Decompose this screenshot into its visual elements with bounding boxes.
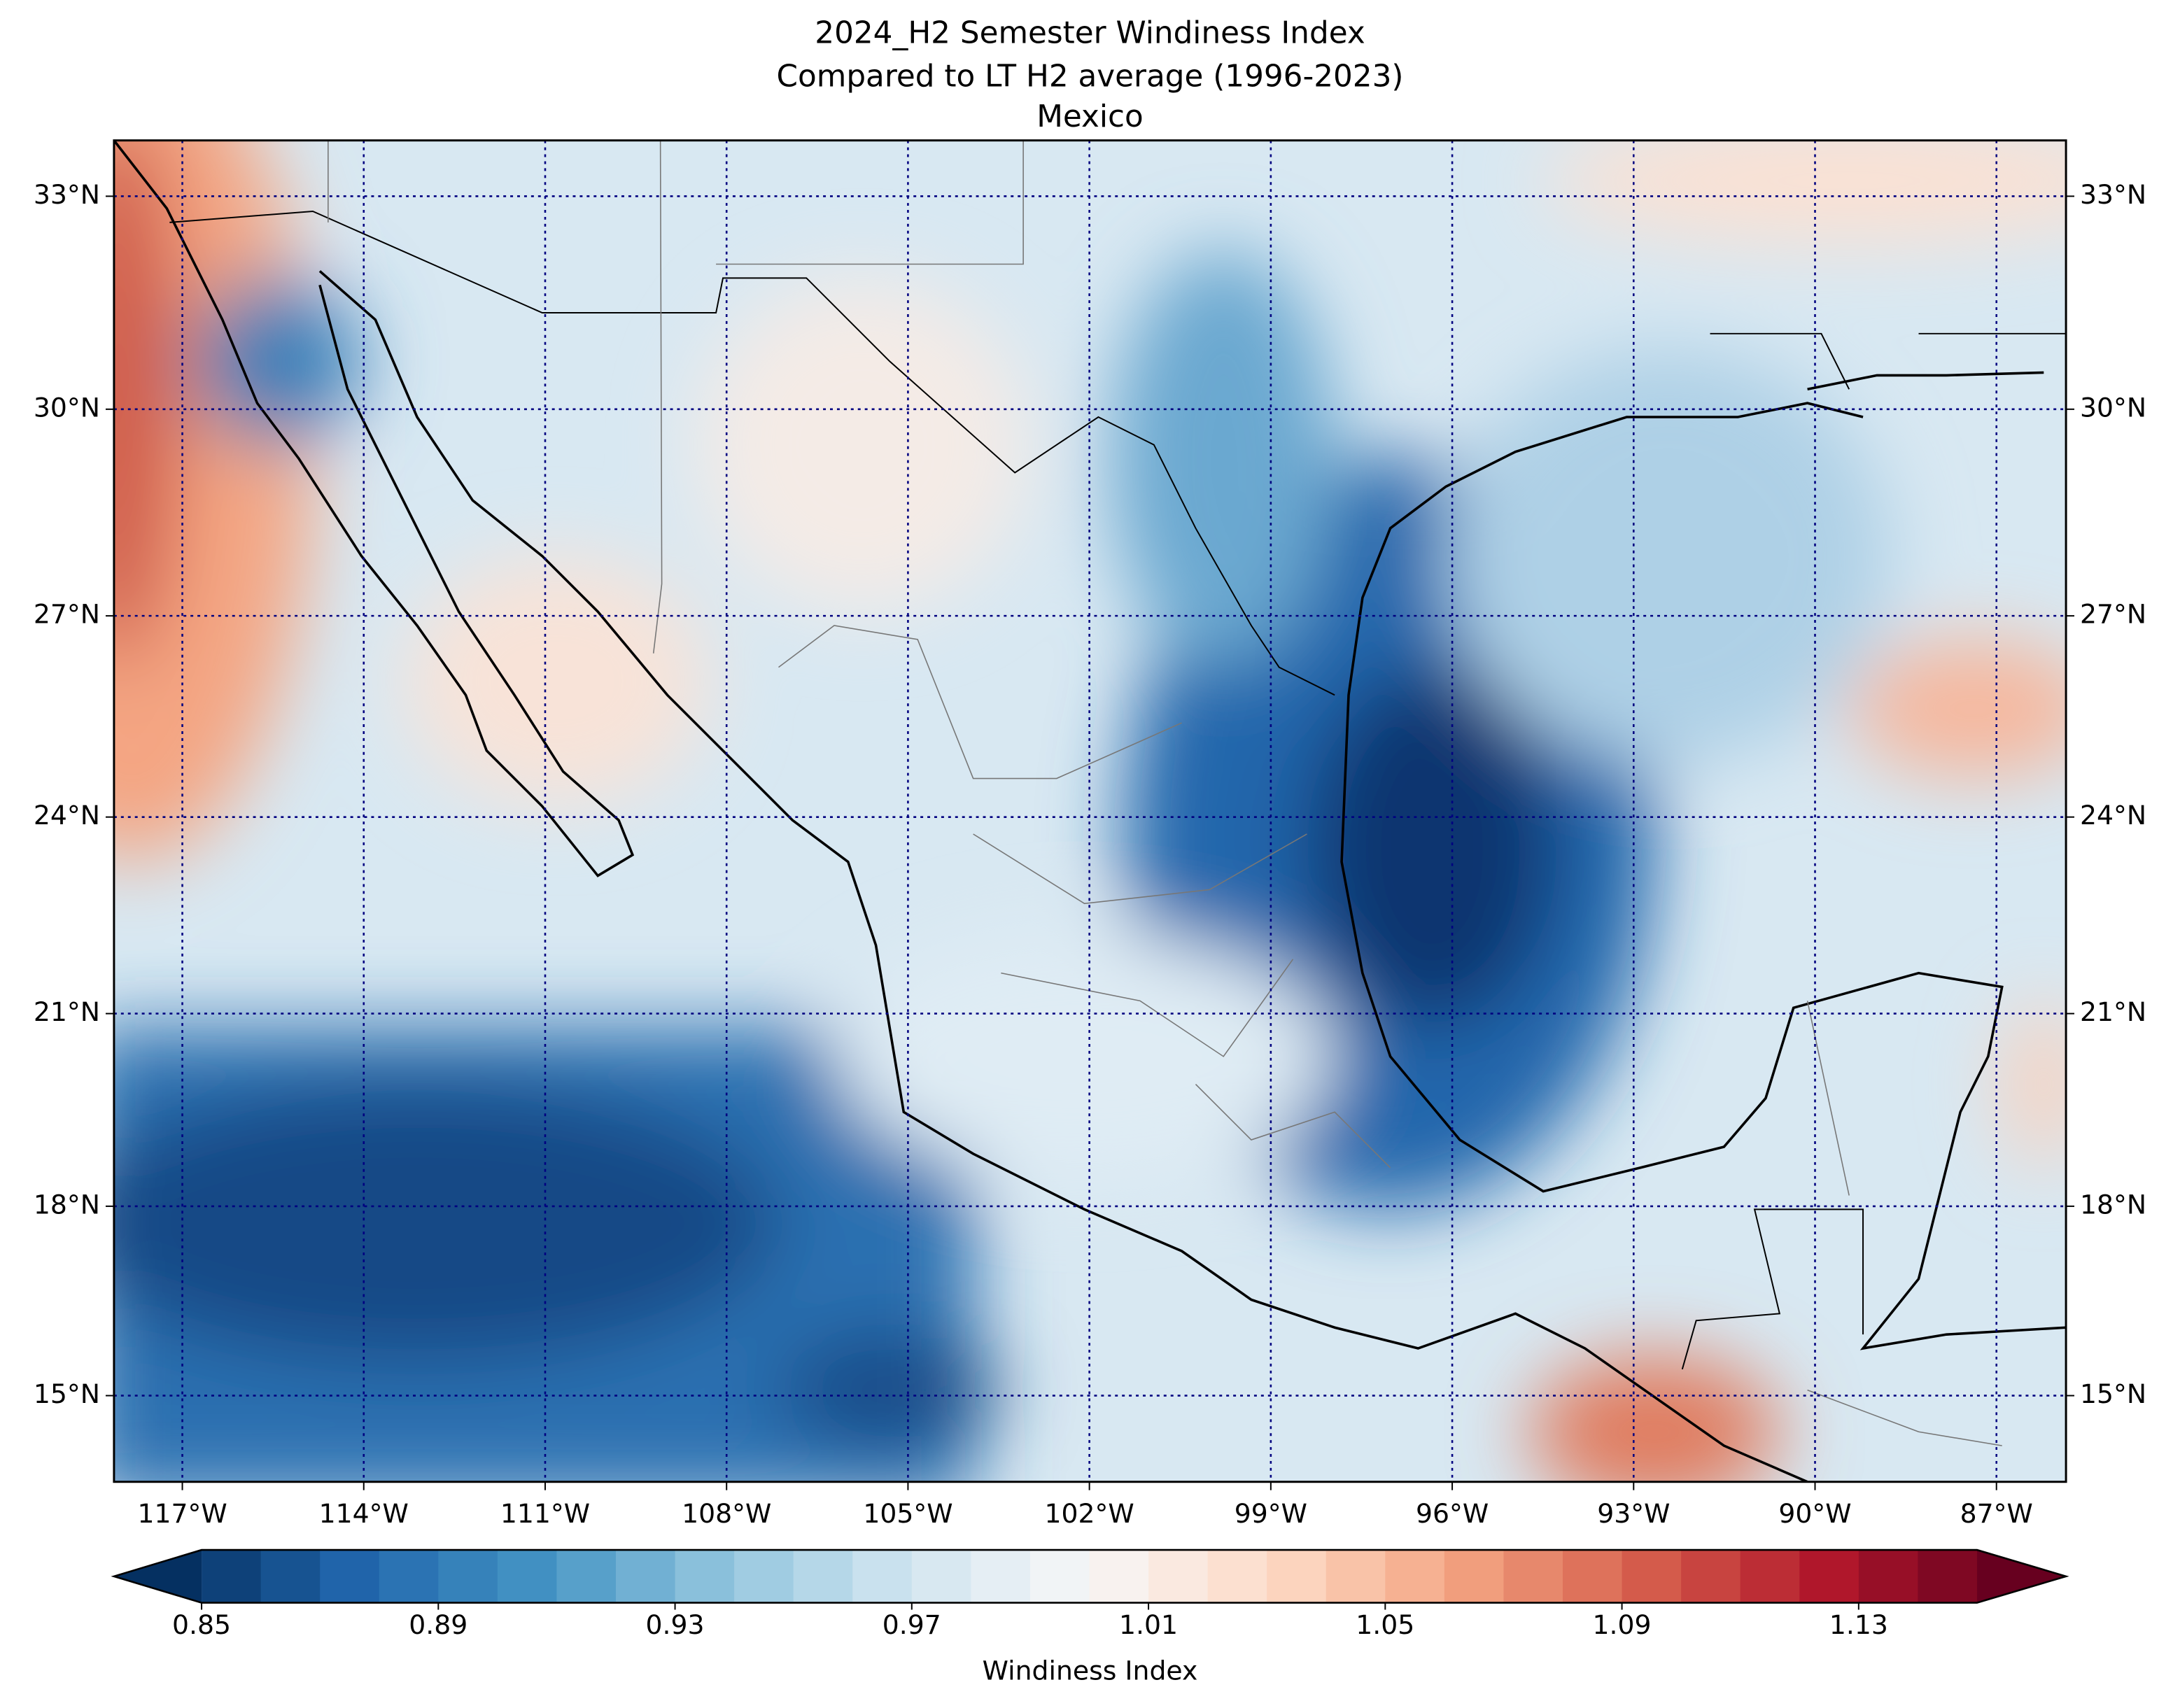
title-line: Compared to LT H2 average (1996-2023) [777, 58, 1404, 94]
colorbar-segment [556, 1550, 617, 1603]
colorbar-segment [675, 1550, 736, 1603]
field [113, 140, 2067, 1482]
y-tick-label: 24°N [34, 800, 100, 831]
colorbar-segment [260, 1550, 321, 1603]
y-tick-label: 30°N [2080, 392, 2146, 423]
colorbar-segment [1325, 1550, 1386, 1603]
y-tick-label: 30°N [34, 392, 100, 423]
colorbar-segment [734, 1550, 794, 1603]
y-tick-label: 21°N [2080, 996, 2146, 1027]
colorbar-segment [1089, 1550, 1150, 1603]
colorbar-tick-label: 1.09 [1593, 1609, 1652, 1640]
colorbar-segment [1622, 1550, 1682, 1603]
colorbar-segment [202, 1550, 262, 1603]
colorbar-segment [971, 1550, 1032, 1603]
y-tick-label: 27°N [34, 599, 100, 630]
colorbar: 0.85 0.89 0.93 0.97 1.01 1.05 1.09 1.13 [111, 1548, 2069, 1640]
x-tick-label: 96°W [1416, 1498, 1489, 1529]
colorbar-segment [1918, 1550, 1978, 1603]
colorbar-segment [438, 1550, 499, 1603]
colorbar-segment [1029, 1550, 1090, 1603]
colorbar-segment [1858, 1550, 1919, 1603]
colorbar-segment [911, 1550, 972, 1603]
x-tick-label: 114°W [319, 1498, 409, 1529]
colorbar-extend [1976, 1550, 2067, 1603]
colorbar-segment [1444, 1550, 1505, 1603]
y-tick-label: 21°N [34, 996, 100, 1027]
state-borders [328, 140, 2002, 1446]
y-tick-label: 18°N [34, 1189, 100, 1220]
colorbar-tick-label: 1.13 [1829, 1609, 1888, 1640]
x-tick-label: 99°W [1235, 1498, 1307, 1529]
y-tick-label: 33°N [2080, 179, 2146, 210]
y-tick-label: 15°N [2080, 1378, 2146, 1409]
colorbar-segment [1740, 1550, 1801, 1603]
colorbar-segment [1148, 1550, 1209, 1603]
colorbar-segment [320, 1550, 380, 1603]
colorbar-tick-label: 1.05 [1356, 1609, 1414, 1640]
map-frame [113, 139, 2067, 1483]
field-shading [113, 140, 2067, 1482]
colorbar-tick-label: 1.01 [1119, 1609, 1178, 1640]
colorbar-extend [113, 1550, 202, 1603]
y-tick-label: 33°N [34, 179, 100, 210]
x-tick-label: 105°W [863, 1498, 952, 1529]
y-tick-label: 27°N [2080, 599, 2146, 630]
title-line: 2024_H2 Semester Windiness Index [815, 15, 1365, 51]
colorbar-segment [793, 1550, 854, 1603]
y-tick-label: 24°N [2080, 800, 2146, 831]
x-tick-label: 87°W [1960, 1498, 2033, 1529]
colorbar-segment [1563, 1550, 1623, 1603]
colorbar-segment [616, 1550, 676, 1603]
x-tick-label: 102°W [1045, 1498, 1134, 1529]
y-tick-label: 15°N [34, 1378, 100, 1409]
colorbar-segment [1681, 1550, 1741, 1603]
colorbar-segment [1207, 1550, 1268, 1603]
colorbar-segment [852, 1550, 913, 1603]
colorbar-segment [1503, 1550, 1564, 1603]
grid: 117°W 114°W 111°W 108°W 105°W 102°W 99°W 96°W 93… [34, 140, 2146, 1529]
x-tick-label: 90°W [1778, 1498, 1851, 1529]
colorbar-label: Windiness Index [983, 1655, 1198, 1686]
y-tick-label: 18°N [2080, 1189, 2146, 1220]
colorbar-segment [379, 1550, 439, 1603]
title-line: Mexico [1036, 99, 1144, 134]
x-tick-label: 108°W [682, 1498, 771, 1529]
x-tick-label: 111°W [500, 1498, 590, 1529]
borders [169, 210, 2067, 1370]
colorbar-tick-label: 0.97 [882, 1609, 941, 1640]
x-tick-label: 117°W [137, 1498, 227, 1529]
x-tick-label: 93°W [1597, 1498, 1670, 1529]
colorbar-tick-label: 0.85 [172, 1609, 231, 1640]
colorbar-tick-label: 0.93 [646, 1609, 705, 1640]
colorbar-segment [1385, 1550, 1446, 1603]
colorbar-segment [1799, 1550, 1860, 1603]
colorbar-tick-label: 0.89 [409, 1609, 467, 1640]
colorbar-segment [497, 1550, 558, 1603]
coastline [113, 140, 2067, 1482]
colorbar-segment [1267, 1550, 1327, 1603]
